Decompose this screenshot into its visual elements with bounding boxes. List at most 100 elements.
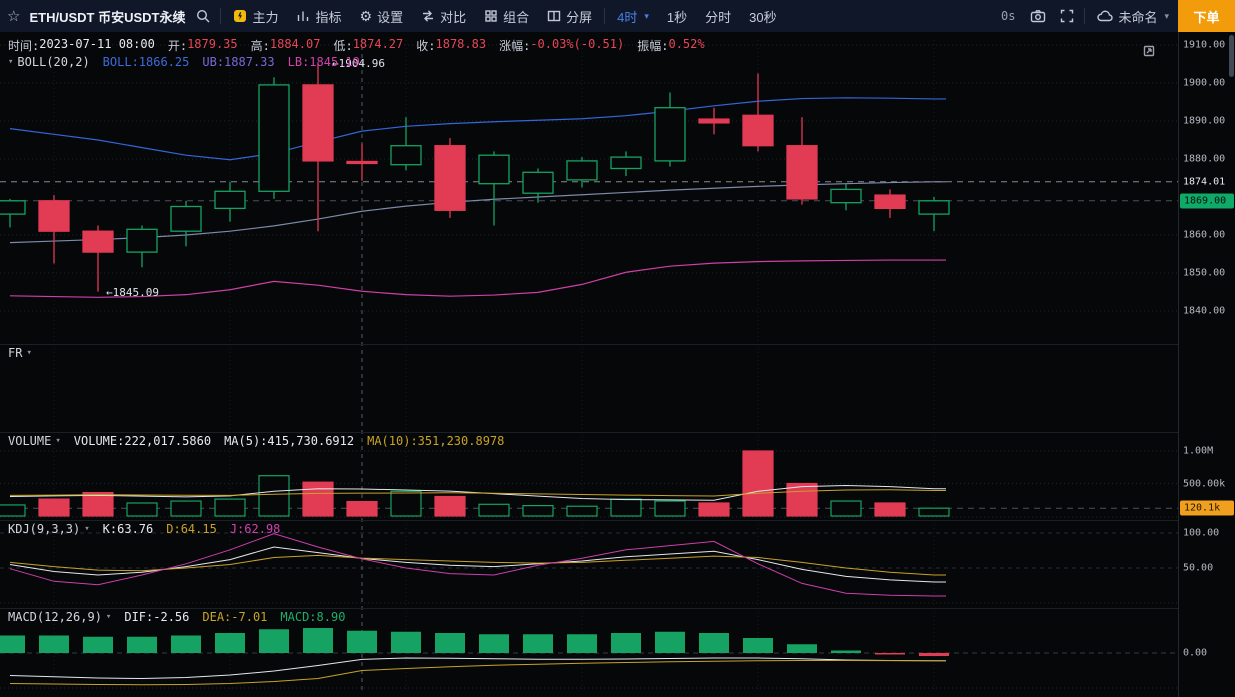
- macd-settings[interactable]: MACD(12,26,9) ▾: [8, 610, 111, 624]
- place-order-button[interactable]: 下单: [1178, 0, 1235, 32]
- chevron-down-icon: ▾: [8, 57, 14, 67]
- timeframe-minute-button[interactable]: 分时: [705, 9, 732, 25]
- axis-tick-label: 1.00M: [1183, 445, 1214, 457]
- cloud-icon: [1097, 10, 1114, 22]
- pane-divider: [0, 432, 1178, 433]
- combo-button[interactable]: 组合: [475, 0, 538, 32]
- axis-tick-label: 1910.00: [1183, 39, 1226, 51]
- chevron-down-icon: ▾: [84, 524, 90, 534]
- main-force-icon: [234, 10, 247, 22]
- pane-divider: [0, 520, 1178, 521]
- compare-label: 对比: [440, 9, 467, 25]
- volume-ma5-value: MA(5):415,730.6912: [224, 434, 355, 448]
- pane-divider: [0, 608, 1178, 609]
- fullscreen-icon[interactable]: [1053, 9, 1081, 23]
- pane-maximize-icon[interactable]: [1143, 44, 1155, 62]
- main-force-button[interactable]: 主力: [224, 0, 287, 32]
- pane-divider: [0, 344, 1178, 345]
- kdj-indicator-row: KDJ(9,3,3) ▾ K:63.76 D:64.15 J:62.98: [8, 522, 280, 536]
- kdj-k-value: K:63.76: [102, 522, 154, 536]
- boll-lb-value: LB:1845.19: [287, 55, 360, 69]
- price-axis[interactable]: 1910.00 1900.00 1890.00 1880.00 1874.01 1869.…: [1178, 32, 1235, 697]
- axis-tick-label: 1890.00: [1183, 115, 1226, 127]
- high-field: 高: 1884.07: [250, 37, 321, 53]
- fr-settings[interactable]: FR ▾: [8, 346, 32, 360]
- chart-area[interactable]: 时间: 2023-07-11 08:00 开: 1879.35 高: 1884.07 …: [0, 32, 1235, 697]
- axis-tick-label: 1850.00: [1183, 267, 1226, 279]
- kdj-d-value: D:64.15: [166, 522, 217, 536]
- timeframe-1s-button[interactable]: 1秒: [666, 9, 688, 25]
- toolbar-divider: [1084, 8, 1086, 24]
- favorite-star-icon[interactable]: ☆: [7, 8, 21, 25]
- axis-scrollbar[interactable]: [1229, 35, 1234, 77]
- symbol-title[interactable]: ETH/USDT 币安USDT永续: [29, 9, 186, 25]
- chevron-down-icon: ▾: [55, 436, 61, 446]
- search-icon[interactable]: [189, 9, 217, 23]
- compare-button[interactable]: 对比: [412, 0, 475, 32]
- axis-tick-label: 1840.00: [1183, 305, 1226, 317]
- volume-name: VOLUME: [8, 434, 52, 448]
- axis-tick-label: 500.00k: [1183, 478, 1226, 489]
- axis-tick-label: 100.00: [1183, 527, 1220, 539]
- volume-ma10-value: MA(10):351,230.8978: [367, 434, 505, 448]
- axis-tick-label: 1880.00: [1183, 153, 1226, 165]
- indicators-label: 指标: [315, 9, 342, 25]
- fr-name: FR: [8, 346, 23, 360]
- topbar: ☆ ETH/USDT 币安USDT永续 主力 指标 ⚙ 设置 对比 组合 分屏 …: [0, 0, 1235, 32]
- timeframe-30s-button[interactable]: 30秒: [749, 9, 777, 25]
- axis-tick-label: 1900.00: [1183, 77, 1226, 89]
- kdj-settings[interactable]: KDJ(9,3,3) ▾: [8, 522, 90, 536]
- split-screen-label: 分屏: [566, 9, 593, 25]
- split-screen-button[interactable]: 分屏: [538, 0, 601, 32]
- time-field: 时间: 2023-07-11 08:00: [8, 37, 155, 53]
- boll-settings[interactable]: ▾ BOLL(20,2): [8, 55, 90, 69]
- axis-price-badge: 120.1k: [1180, 500, 1234, 516]
- split-screen-icon: [547, 10, 561, 22]
- low-field: 低: 1874.27: [333, 37, 404, 53]
- timeframe-4h-button[interactable]: 4时 ▾: [608, 0, 658, 32]
- gear-icon: ⚙: [359, 8, 373, 24]
- settings-label: 设置: [377, 9, 404, 25]
- workspace-menu[interactable]: 未命名 ▾: [1088, 0, 1178, 32]
- macd-indicator-row: MACD(12,26,9) ▾ DIF:-2.56 DEA:-7.01 MACD…: [8, 610, 345, 624]
- macd-name: MACD(12,26,9): [8, 610, 102, 624]
- chevron-down-icon: ▾: [105, 612, 112, 622]
- chevron-down-icon: ▾: [26, 348, 32, 358]
- boll-name: BOLL(20,2): [17, 55, 90, 69]
- change-field: 涨幅: -0.03%(-0.51): [499, 37, 625, 53]
- price-annotation: ←1845.09: [106, 285, 159, 299]
- axis-tick-label: 0.00: [1183, 647, 1208, 659]
- chevron-down-icon: ▾: [644, 10, 649, 21]
- axis-price-badge: 1869.00: [1180, 193, 1234, 209]
- volume-indicator-row: VOLUME ▾ VOLUME:222,017.5860 MA(5):415,7…: [8, 434, 504, 448]
- kdj-name: KDJ(9,3,3): [8, 522, 81, 536]
- timeframe-4h-label: 4时: [617, 9, 638, 25]
- symbol-group: ☆ ETH/USDT 币安USDT永续: [0, 0, 217, 32]
- macd-dif-value: DIF:-2.56: [124, 610, 190, 624]
- workspace-label: 未命名: [1118, 9, 1158, 25]
- axis-tick-label: 1874.01: [1183, 176, 1226, 188]
- settings-button[interactable]: ⚙ 设置: [351, 0, 413, 32]
- fr-indicator-row: FR ▾: [8, 346, 32, 360]
- kdj-j-value: J:62.98: [229, 522, 281, 536]
- indicator-chart-icon: [298, 11, 309, 21]
- close-field: 收: 1878.83: [416, 37, 487, 53]
- screenshot-camera-icon[interactable]: [1023, 9, 1053, 23]
- countdown-label: 0s: [1001, 9, 1016, 23]
- axis-tick-label: 1860.00: [1183, 229, 1226, 241]
- combo-label: 组合: [503, 9, 530, 25]
- chevron-down-icon: ▾: [1164, 10, 1169, 21]
- chart-canvas[interactable]: [0, 32, 1178, 697]
- volume-value: VOLUME:222,017.5860: [73, 434, 212, 448]
- volume-settings[interactable]: VOLUME ▾: [8, 434, 61, 448]
- boll-ub-value: UB:1887.33: [202, 55, 275, 69]
- topbar-right-group: 0s 未命名 ▾ 下单: [993, 0, 1235, 32]
- indicators-button[interactable]: 指标: [287, 0, 350, 32]
- open-field: 开: 1879.35: [167, 37, 238, 53]
- macd-hist-value: MACD:8.90: [280, 610, 346, 624]
- ohlc-info-bar: 时间: 2023-07-11 08:00 开: 1879.35 高: 1884.07 …: [8, 37, 705, 54]
- boll-indicator-row: ▾ BOLL(20,2) BOLL:1866.25 UB:1887.33 LB:…: [8, 55, 360, 69]
- boll-mid-value: BOLL:1866.25: [102, 55, 190, 69]
- price-annotation: ←1904.96: [332, 57, 385, 71]
- macd-dea-value: DEA:-7.01: [202, 610, 268, 624]
